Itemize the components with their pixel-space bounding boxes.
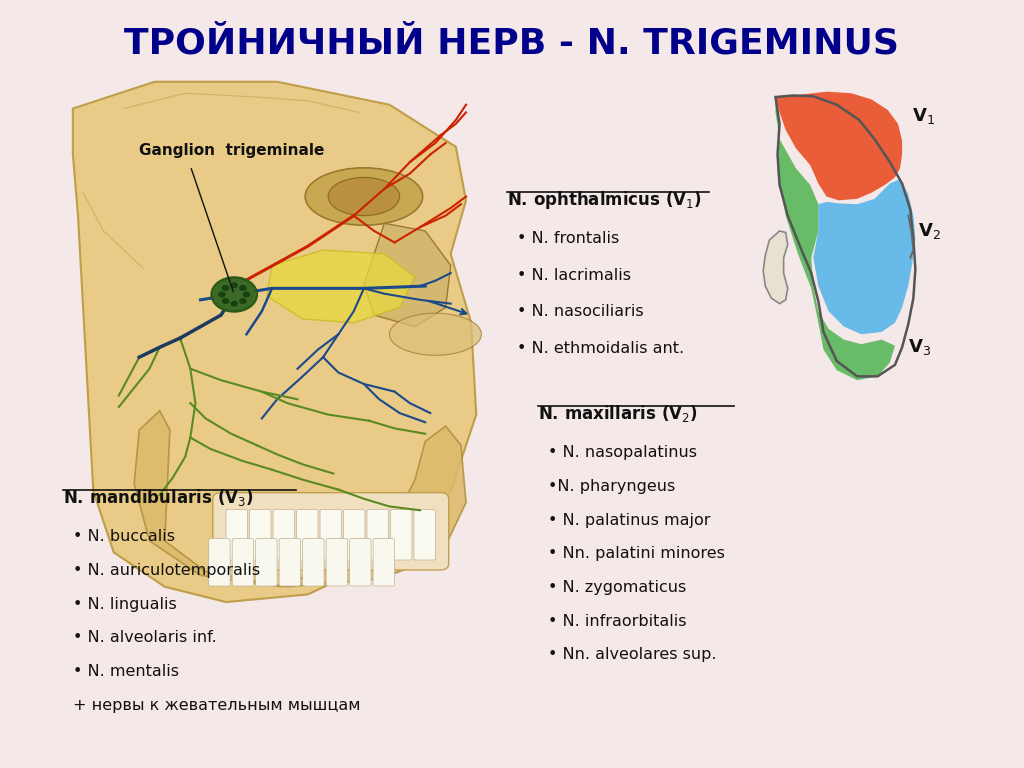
Circle shape bbox=[240, 299, 246, 303]
Polygon shape bbox=[73, 81, 476, 602]
Text: • N. buccalis: • N. buccalis bbox=[73, 529, 175, 545]
FancyBboxPatch shape bbox=[280, 538, 301, 586]
FancyBboxPatch shape bbox=[226, 509, 248, 560]
Text: • N. lacrimalis: • N. lacrimalis bbox=[517, 268, 631, 283]
Text: • N. mentalis: • N. mentalis bbox=[73, 664, 179, 679]
FancyBboxPatch shape bbox=[321, 509, 341, 560]
Text: •N. pharyngeus: •N. pharyngeus bbox=[548, 479, 675, 494]
Text: • N. alveolaris inf.: • N. alveolaris inf. bbox=[73, 631, 217, 645]
Text: N. maxillaris (V$_2$): N. maxillaris (V$_2$) bbox=[538, 403, 697, 424]
Text: • N. ethmoidalis ant.: • N. ethmoidalis ant. bbox=[517, 341, 684, 356]
Ellipse shape bbox=[328, 177, 399, 216]
Text: • N. frontalis: • N. frontalis bbox=[517, 231, 620, 246]
Text: • N. palatinus major: • N. palatinus major bbox=[548, 512, 711, 528]
Text: V$_2$: V$_2$ bbox=[919, 221, 941, 241]
FancyBboxPatch shape bbox=[256, 538, 278, 586]
Circle shape bbox=[240, 286, 246, 290]
Text: V$_1$: V$_1$ bbox=[912, 106, 935, 126]
FancyBboxPatch shape bbox=[303, 538, 324, 586]
Text: ТРОЙНИЧНЫЙ НЕРВ - N. TRIGEMINUS: ТРОЙНИЧНЫЙ НЕРВ - N. TRIGEMINUS bbox=[125, 26, 899, 61]
FancyBboxPatch shape bbox=[250, 509, 271, 560]
Polygon shape bbox=[364, 223, 451, 326]
Text: • N. nasociliaris: • N. nasociliaris bbox=[517, 304, 644, 319]
FancyBboxPatch shape bbox=[209, 538, 230, 586]
Circle shape bbox=[231, 301, 238, 306]
Ellipse shape bbox=[389, 313, 481, 356]
Text: V$_3$: V$_3$ bbox=[908, 337, 931, 357]
Circle shape bbox=[244, 292, 250, 296]
Text: • Nn. alveolares sup.: • Nn. alveolares sup. bbox=[548, 647, 716, 662]
Polygon shape bbox=[267, 250, 415, 323]
Text: • Nn. palatini minores: • Nn. palatini minores bbox=[548, 546, 725, 561]
FancyBboxPatch shape bbox=[343, 509, 365, 560]
Polygon shape bbox=[763, 231, 787, 303]
FancyBboxPatch shape bbox=[367, 509, 388, 560]
FancyBboxPatch shape bbox=[390, 509, 412, 560]
Text: N. mandibularis (V$_3$): N. mandibularis (V$_3$) bbox=[62, 488, 254, 508]
FancyBboxPatch shape bbox=[273, 509, 295, 560]
Circle shape bbox=[231, 283, 238, 287]
Text: + нервы к жевательным мышцам: + нервы к жевательным мышцам bbox=[73, 698, 360, 713]
FancyBboxPatch shape bbox=[297, 509, 318, 560]
Circle shape bbox=[222, 299, 228, 303]
FancyBboxPatch shape bbox=[232, 538, 254, 586]
Polygon shape bbox=[134, 411, 466, 587]
Text: Ganglion  trigeminale: Ganglion trigeminale bbox=[139, 144, 325, 158]
Polygon shape bbox=[813, 179, 915, 334]
FancyBboxPatch shape bbox=[349, 538, 371, 586]
Polygon shape bbox=[775, 91, 902, 200]
Text: • N. zygomaticus: • N. zygomaticus bbox=[548, 580, 686, 595]
Text: • N. lingualis: • N. lingualis bbox=[73, 597, 176, 612]
Text: • N. auriculotemporalis: • N. auriculotemporalis bbox=[73, 563, 260, 578]
Circle shape bbox=[219, 292, 225, 296]
Text: • N. nasopalatinus: • N. nasopalatinus bbox=[548, 445, 696, 460]
Text: N. ophthalmicus (V$_1$): N. ophthalmicus (V$_1$) bbox=[507, 189, 701, 211]
Circle shape bbox=[222, 286, 228, 290]
FancyBboxPatch shape bbox=[373, 538, 394, 586]
FancyBboxPatch shape bbox=[414, 509, 435, 560]
Text: • N. infraorbitalis: • N. infraorbitalis bbox=[548, 614, 686, 628]
Circle shape bbox=[214, 279, 255, 310]
FancyBboxPatch shape bbox=[213, 492, 449, 570]
FancyBboxPatch shape bbox=[326, 538, 347, 586]
Ellipse shape bbox=[305, 168, 423, 225]
Polygon shape bbox=[775, 97, 895, 380]
